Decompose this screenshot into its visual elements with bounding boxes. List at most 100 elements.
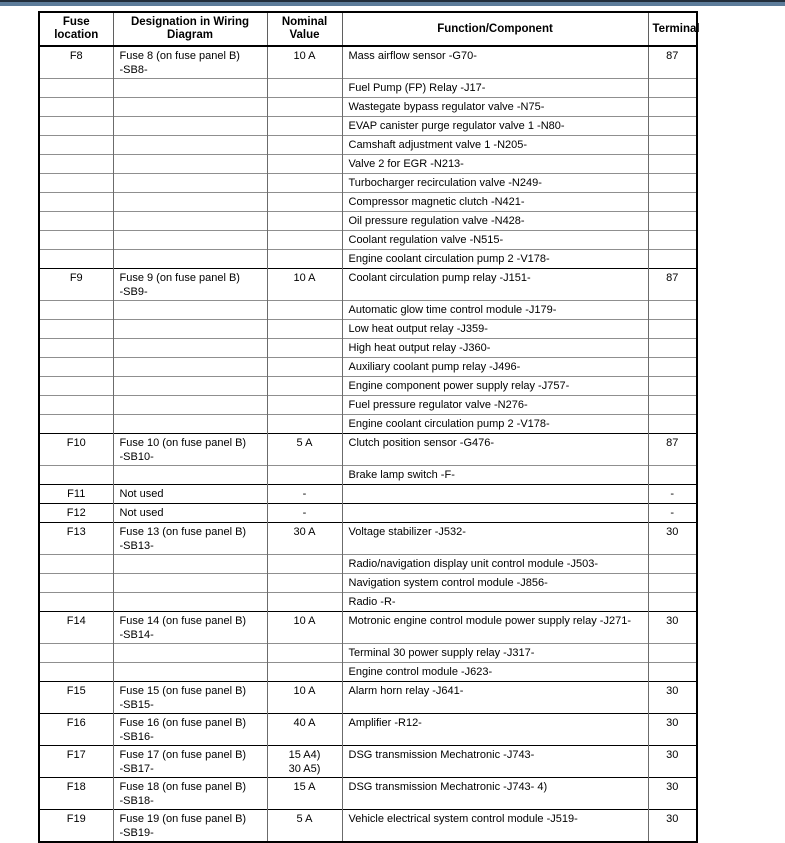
table-row: Engine control module -J623- — [39, 662, 697, 682]
table-row: F12 Not used - - — [39, 503, 697, 523]
nominal-value-cell — [266, 414, 342, 434]
table-row: F19 Fuse 19 (on fuse panel B) -SB19- 5 A Ve… — [39, 809, 697, 842]
header-terminal: Terminal — [647, 12, 700, 47]
nominal-value-cell — [266, 78, 342, 98]
designation-cell — [112, 357, 267, 377]
table-row: Coolant regulation valve -N515- — [39, 230, 697, 250]
fuse-location-cell — [39, 116, 113, 136]
header-fuse-location: Fuse location — [39, 12, 113, 47]
nominal-value-cell: - — [266, 503, 342, 523]
terminal-cell: 30 — [647, 522, 697, 555]
designation-cell: Fuse 8 (on fuse panel B) -SB8- — [112, 45, 267, 79]
terminal-cell — [647, 465, 697, 485]
nominal-value-cell: 15 A — [266, 777, 342, 810]
table-row: F10 Fuse 10 (on fuse panel B) -SB10- 5 A Cl… — [39, 433, 697, 466]
nominal-value-cell: - — [266, 484, 342, 504]
fuse-location-cell — [39, 573, 113, 593]
designation-cell: Fuse 15 (on fuse panel B) -SB15- — [112, 681, 267, 714]
table-row: Camshaft adjustment valve 1 -N205- — [39, 135, 697, 155]
designation-cell — [112, 192, 267, 212]
designation-cell — [112, 662, 267, 682]
nominal-value-cell: 10 A — [266, 611, 342, 644]
fuse-location-cell — [39, 154, 113, 174]
terminal-cell: 30 — [647, 681, 697, 714]
designation-cell — [112, 230, 267, 250]
fuse-location-cell — [39, 643, 113, 663]
function-cell — [341, 484, 648, 504]
fuse-location-cell — [39, 376, 113, 396]
nominal-value-cell — [266, 554, 342, 574]
terminal-cell: 30 — [647, 777, 697, 810]
table-row: Radio -R- — [39, 592, 697, 612]
nominal-value-cell: 5 A — [266, 809, 342, 842]
function-cell: Radio/navigation display unit control mo… — [341, 554, 648, 574]
function-cell: Coolant circulation pump relay -J151- — [341, 268, 648, 301]
nominal-value-cell — [266, 249, 342, 269]
terminal-cell — [647, 192, 697, 212]
table-row: EVAP canister purge regulator valve 1 -N… — [39, 116, 697, 136]
designation-cell: Fuse 16 (on fuse panel B) -SB16- — [112, 713, 267, 746]
designation-cell: Fuse 14 (on fuse panel B) -SB14- — [112, 611, 267, 644]
table-row: F17 Fuse 17 (on fuse panel B) -SB17- 15 A4… — [39, 745, 697, 778]
designation-cell — [112, 135, 267, 155]
nominal-value-cell — [266, 319, 342, 339]
nominal-value-cell — [266, 376, 342, 396]
function-cell: Coolant regulation valve -N515- — [341, 230, 648, 250]
designation-cell — [112, 78, 267, 98]
terminal-cell — [647, 592, 697, 612]
function-cell: Turbocharger recirculation valve -N249- — [341, 173, 648, 193]
table-row: F8 Fuse 8 (on fuse panel B) -SB8- 10 A Mass… — [39, 45, 697, 79]
designation-cell: Fuse 10 (on fuse panel B) -SB10- — [112, 433, 267, 466]
fuse-location-cell — [39, 554, 113, 574]
fuse-location-cell: F16 — [39, 713, 113, 746]
header-designation: Designation in Wiring Diagram — [112, 12, 267, 47]
function-cell: Alarm horn relay -J641- — [341, 681, 648, 714]
table-row: F11 Not used - - — [39, 484, 697, 504]
function-cell: High heat output relay -J360- — [341, 338, 648, 358]
fuse-location-cell — [39, 395, 113, 415]
terminal-cell: 30 — [647, 611, 697, 644]
nominal-value-cell — [266, 116, 342, 136]
designation-cell — [112, 376, 267, 396]
designation-cell: Fuse 18 (on fuse panel B) -SB18- — [112, 777, 267, 810]
function-cell: Wastegate bypass regulator valve -N75- — [341, 97, 648, 117]
terminal-cell — [647, 357, 697, 377]
function-cell: DSG transmission Mechatronic -J743- 4) — [341, 777, 648, 810]
table-row: Valve 2 for EGR -N213- — [39, 154, 697, 174]
designation-cell: Fuse 13 (on fuse panel B) -SB13- — [112, 522, 267, 555]
fuse-location-cell — [39, 135, 113, 155]
nominal-value-cell — [266, 357, 342, 377]
table-row: Wastegate bypass regulator valve -N75- — [39, 97, 697, 117]
header-function-component: Function/Component — [341, 12, 648, 47]
function-cell: Compressor magnetic clutch -N421- — [341, 192, 648, 212]
function-cell: Oil pressure regulation valve -N428- — [341, 211, 648, 231]
fuse-location-cell — [39, 414, 113, 434]
function-cell: Low heat output relay -J359- — [341, 319, 648, 339]
designation-cell — [112, 249, 267, 269]
fuse-location-cell — [39, 357, 113, 377]
fuse-location-cell — [39, 465, 113, 485]
terminal-cell — [647, 249, 697, 269]
fuse-location-cell: F10 — [39, 433, 113, 466]
terminal-cell: 87 — [647, 433, 697, 466]
nominal-value-cell — [266, 192, 342, 212]
designation-cell: Fuse 17 (on fuse panel B) -SB17- — [112, 745, 267, 778]
function-cell: Amplifier -R12- — [341, 713, 648, 746]
function-cell: Engine coolant circulation pump 2 -V178- — [341, 249, 648, 269]
nominal-value-cell: 10 A — [266, 681, 342, 714]
nominal-value-cell — [266, 154, 342, 174]
designation-cell: Not used — [112, 484, 267, 504]
table-row: Fuel Pump (FP) Relay -J17- — [39, 78, 697, 98]
function-cell: Camshaft adjustment valve 1 -N205- — [341, 135, 648, 155]
table-row: Low heat output relay -J359- — [39, 319, 697, 339]
fuse-location-cell: F8 — [39, 45, 113, 79]
designation-cell — [112, 554, 267, 574]
function-cell: DSG transmission Mechatronic -J743- — [341, 745, 648, 778]
table-row: Radio/navigation display unit control mo… — [39, 554, 697, 574]
fuse-location-cell: F18 — [39, 777, 113, 810]
designation-cell — [112, 643, 267, 663]
function-cell: Engine control module -J623- — [341, 662, 648, 682]
function-cell: Engine coolant circulation pump 2 -V178- — [341, 414, 648, 434]
fuse-location-cell — [39, 592, 113, 612]
